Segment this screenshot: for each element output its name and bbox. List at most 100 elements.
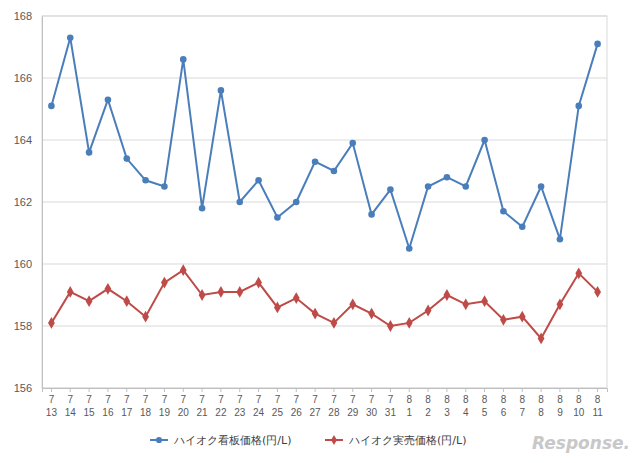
x-tick: 722 — [215, 388, 227, 418]
legend-marker — [156, 437, 162, 443]
data-point — [538, 183, 545, 190]
x-tick-mark — [239, 388, 240, 392]
x-tick-label: 717 — [121, 394, 133, 418]
x-tick-label-line: 7 — [105, 394, 111, 405]
y-tick-label: 162 — [14, 196, 32, 208]
x-tick-label: 718 — [140, 394, 152, 418]
x-tick-label-line: 8 — [501, 394, 507, 405]
y-tick: 156 — [14, 382, 42, 394]
x-tick: 719 — [159, 388, 171, 418]
data-point — [557, 298, 564, 310]
x-tick-label-line: 7 — [275, 394, 281, 405]
y-axis-line — [42, 17, 43, 389]
data-point — [349, 298, 356, 310]
data-point — [48, 317, 55, 329]
x-tick-label: 715 — [84, 394, 96, 418]
data-point — [406, 245, 413, 252]
x-tick-mark — [183, 388, 184, 392]
x-tick-mark — [503, 388, 504, 392]
x-tick-mark — [446, 388, 447, 392]
x-tick: 715 — [84, 388, 96, 418]
x-axis: 7137147157167177187197207217227237247257… — [43, 388, 608, 418]
x-tick-label-line: 9 — [557, 407, 563, 418]
x-tick-mark — [202, 388, 203, 392]
data-point — [180, 264, 187, 276]
data-point — [123, 295, 130, 307]
x-tick-label: 720 — [178, 394, 190, 418]
y-tick-label: 158 — [14, 320, 32, 332]
x-tick-mark — [89, 388, 90, 392]
x-tick-label-line: 7 — [256, 394, 262, 405]
x-tick-label-line: 8 — [444, 394, 450, 405]
x-tick-label-line: 2 — [425, 407, 431, 418]
x-tick: 88 — [538, 388, 544, 418]
data-point — [236, 286, 243, 298]
x-tick-label-line: 31 — [385, 407, 397, 418]
grid-line — [42, 140, 607, 141]
x-tick: 717 — [121, 388, 133, 418]
data-point — [500, 208, 507, 215]
x-tick-label: 86 — [501, 394, 507, 418]
x-tick-label-line: 7 — [86, 394, 92, 405]
x-tick-label-line: 7 — [49, 394, 55, 405]
x-tick: 721 — [197, 388, 209, 418]
data-point — [575, 103, 582, 110]
plot-frame — [42, 16, 607, 388]
data-point — [199, 205, 206, 212]
data-point — [481, 137, 488, 144]
x-tick-label-line: 14 — [65, 407, 77, 418]
x-tick-label: 87 — [519, 394, 525, 418]
data-point — [425, 305, 432, 317]
x-tick-mark — [277, 388, 278, 392]
x-tick-label: 726 — [291, 394, 303, 418]
x-tick: 810 — [573, 388, 585, 418]
x-tick-label-line: 7 — [293, 394, 299, 405]
data-point — [500, 314, 507, 326]
x-tick-mark — [465, 388, 466, 392]
x-tick: 716 — [102, 388, 114, 418]
data-point — [67, 34, 74, 41]
x-tick-label-line: 7 — [350, 394, 356, 405]
x-tick-label: 810 — [573, 394, 585, 418]
x-tick-label-line: 7 — [199, 394, 205, 405]
x-tick: 713 — [46, 388, 58, 418]
data-point — [218, 87, 225, 94]
x-tick: 85 — [482, 388, 488, 418]
x-tick-label: 88 — [538, 394, 544, 418]
x-tick: 81 — [406, 388, 412, 418]
x-tick-label-line: 17 — [121, 407, 133, 418]
data-point — [519, 224, 526, 231]
x-tick-mark — [258, 388, 259, 392]
data-point — [293, 292, 300, 304]
x-tick-label-line: 13 — [46, 407, 58, 418]
y-tick: 166 — [14, 72, 42, 84]
x-tick-label-line: 8 — [519, 394, 525, 405]
y-tick-label: 166 — [14, 72, 32, 84]
x-tick-label-line: 8 — [538, 394, 544, 405]
x-tick-label: 82 — [425, 394, 431, 418]
y-axis: 156158160162164166168 — [14, 10, 43, 394]
x-tick-mark — [409, 388, 410, 392]
x-tick-label-line: 29 — [347, 407, 359, 418]
x-tick-label-line: 8 — [406, 394, 412, 405]
x-tick: 723 — [234, 388, 246, 418]
x-tick-mark — [428, 388, 429, 392]
x-tick-label-line: 7 — [180, 394, 186, 405]
x-tick-label: 81 — [406, 394, 412, 418]
x-tick-label-line: 7 — [312, 394, 318, 405]
x-tick: 84 — [463, 388, 469, 418]
x-tick-label-line: 15 — [84, 407, 96, 418]
x-tick-mark — [107, 388, 108, 392]
y-tick: 168 — [14, 10, 42, 22]
data-point — [331, 168, 338, 175]
data-point — [142, 311, 149, 323]
x-tick-label: 721 — [197, 394, 209, 418]
grid — [42, 16, 607, 388]
series — [48, 264, 601, 344]
x-tick-mark — [51, 388, 52, 392]
x-tick-mark — [296, 388, 297, 392]
x-tick-label: 724 — [253, 394, 265, 418]
x-tick-mark — [164, 388, 165, 392]
x-tick-label: 727 — [310, 394, 322, 418]
data-point — [123, 155, 130, 162]
